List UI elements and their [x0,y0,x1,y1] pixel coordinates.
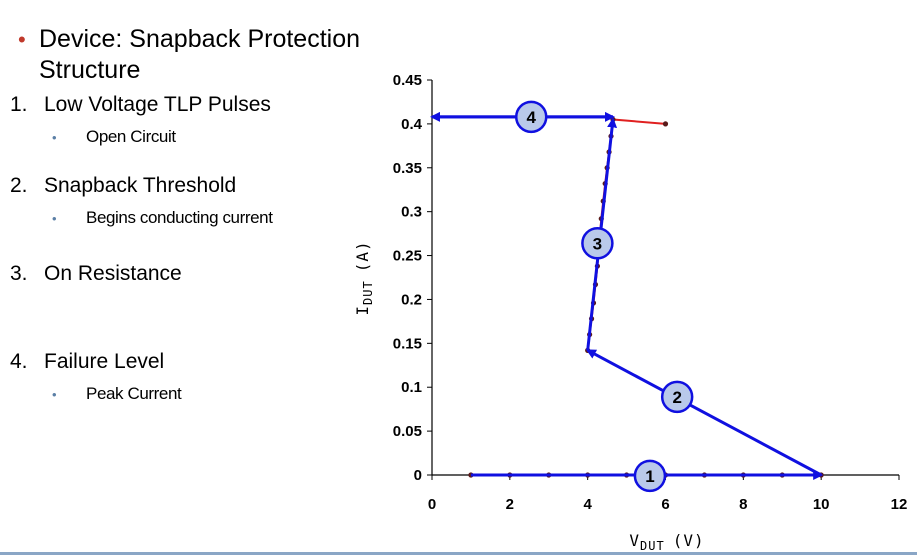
slide-footer-rule [0,552,917,555]
heading-line-1: Device: Snapback Protection [39,25,361,53]
data-series [468,116,824,478]
list-item-4: 4. Failure Level [10,350,164,374]
annotation-bubble-1 [633,459,667,493]
list-item-number: 1. [10,93,28,116]
x-axis-label-sub: DUT [640,539,665,553]
list-item-number: 2. [10,174,28,197]
heading-line-2: Structure [39,56,141,84]
x-tick-label: 4 [583,496,592,513]
list-item-2: 2. Snapback Threshold [10,174,236,198]
series-line [470,118,822,476]
list-item-1: 1. Low Voltage TLP Pulses [10,93,271,117]
list-item-label: Low Voltage TLP Pulses [44,93,271,116]
x-tick-label: 8 [739,496,747,513]
annotation-bubble-label: 4 [527,108,537,127]
y-tick-label: 0.3 [401,204,422,221]
list-item-number: 4. [10,350,28,373]
list-item-label: Failure Level [44,350,165,373]
y-tick-label: 0.2 [401,291,422,308]
annotation-bubbles: 1 2 3 4 [514,100,694,493]
x-tick-label: 12 [891,496,908,513]
annotation-bubble-3 [581,227,614,260]
annotation-bubble-2 [660,380,694,414]
annotation-bubble-label: 3 [593,234,602,253]
x-tick-label: 0 [428,496,436,513]
sub-item-label: Peak Current [86,384,182,403]
y-tick-label: 0 [414,467,422,484]
sub-item-2: • Begins conducting current [52,208,273,228]
annotation-arrow-2 [585,349,822,477]
list-item-label: On Resistance [44,262,182,285]
y-axis-label-unit: (A) [353,240,372,272]
y-tick-label: 0.25 [393,248,422,265]
sub-bullet: • [52,130,57,146]
x-axis-label-unit: (V) [673,531,705,550]
y-tick-label: 0.1 [401,379,422,396]
annotation-bubble-label: 2 [672,388,681,407]
sub-item-label: Open Circuit [86,127,176,146]
slide-heading: • Device: Snapback Protection Structure [18,24,398,86]
data-point [662,121,669,127]
x-tick-label: 2 [506,496,514,513]
x-axis-label-main: V [629,531,640,550]
y-tick-label: 0.35 [393,160,422,177]
sub-bullet: • [52,211,57,227]
slide-text-panel: • Device: Snapback Protection Structure … [0,0,400,555]
x-tick-label: 6 [661,496,669,513]
y-axis-label-main: I [353,305,372,316]
list-item-3: 3. On Resistance [10,262,182,286]
y-axis-label: IDUT (A) [353,240,375,315]
sub-item-label: Begins conducting current [86,208,273,227]
x-axis-label: VDUT (V) [629,531,704,553]
sub-item-1: • Open Circuit [52,127,176,147]
annotation-bubble-label: 1 [645,467,654,486]
list-item-label: Snapback Threshold [44,174,237,197]
sub-bullet: • [52,387,57,403]
y-tick-label: 0.4 [401,116,423,133]
annotation-bubble-4 [514,100,548,134]
axes: 0 0.05 0.1 0.15 0.2 0.25 0.3 0.35 0.4 0.45 0 2 4 6 8 10… [393,72,908,513]
annotation-arrows [430,111,824,480]
y-tick-label: 0.15 [393,335,422,352]
x-tick-label: 10 [813,496,830,513]
y-tick-label: 0.05 [393,423,422,440]
heading-bullet: • [18,27,26,52]
y-tick-label: 0.45 [393,72,422,89]
sub-item-4: • Peak Current [52,384,182,404]
list-item-number: 3. [10,262,28,285]
y-axis-label-sub: DUT [361,280,375,305]
